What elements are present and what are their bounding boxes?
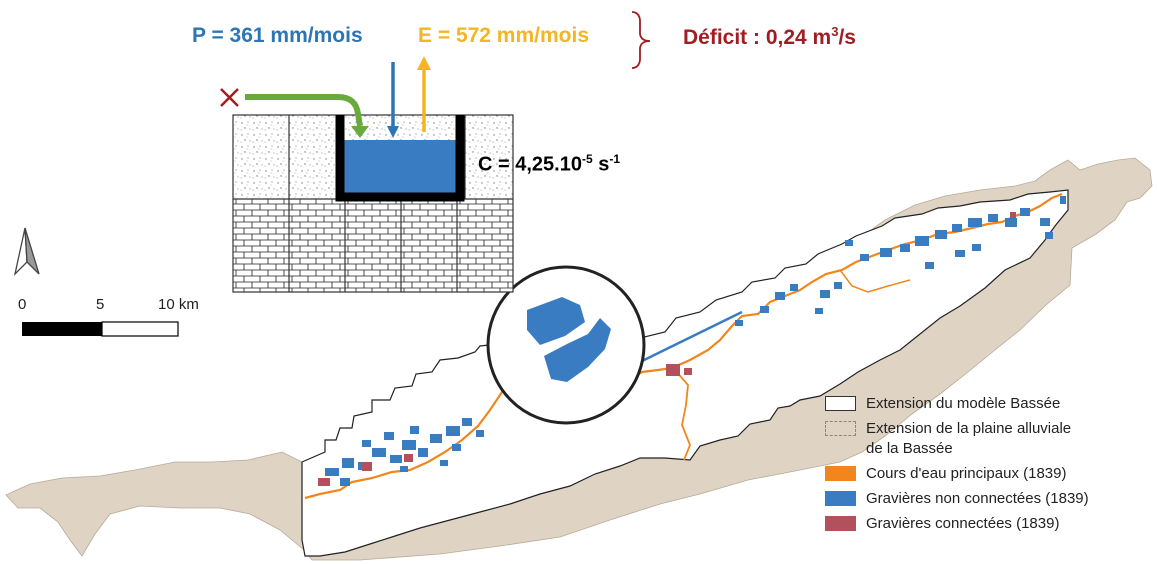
cross-section-diagram: [232, 114, 514, 293]
legend-swatch: [825, 516, 856, 531]
legend-label: Gravières connectées (1839): [866, 515, 1060, 532]
gravel-pits-connected: [318, 212, 1016, 486]
legend-item-river: Cours d'eau principaux (1839): [825, 464, 1155, 484]
legend-swatch: [825, 396, 856, 411]
conductance-exponent: -5: [581, 152, 593, 166]
legend-item-alluvial-plain: Extension de la plaine alluviale de la B…: [825, 419, 1155, 459]
legend-swatch: [825, 491, 856, 506]
gravel-pits-non-connected: [325, 196, 1066, 486]
legend-item-gravel-connected: Gravières connectées (1839): [825, 514, 1155, 534]
legend-swatch: [825, 466, 856, 481]
precipitation-label: P = 361 mm/mois: [192, 24, 363, 47]
deficit-brace: [631, 11, 651, 69]
evaporation-label: E = 572 mm/mois: [418, 24, 590, 47]
deficit-exponent: 3: [831, 24, 839, 39]
scale-bar: [22, 321, 179, 337]
zoom-inset: [486, 265, 646, 425]
scale-tick-10: 10 km: [158, 296, 199, 313]
legend-label: Extension de la plaine alluviale de la B…: [866, 420, 1072, 457]
river-network: [304, 192, 1063, 500]
north-arrow-icon: [13, 227, 40, 277]
scale-tick-5: 5: [96, 296, 105, 313]
gravel-pit-line: [639, 310, 743, 364]
flux-arrows: [220, 11, 651, 138]
legend-label: Cours d'eau principaux (1839): [866, 465, 1067, 482]
cross-icon: [220, 88, 239, 107]
map-legend: Extension du modèle Bassée Extension de …: [825, 394, 1155, 539]
conductance-value: C = 4,25.10: [478, 153, 582, 176]
inflow-arrow: [245, 94, 363, 127]
conductance-unit-exponent: -1: [609, 152, 620, 166]
legend-item-gravel-non-connected: Gravières non connectées (1839): [825, 489, 1155, 509]
conductance-label: C = 4,25.10-5 s-1: [478, 152, 620, 177]
deficit-unit: /s: [838, 26, 856, 49]
legend-swatch: [825, 421, 856, 436]
legend-label: Extension du modèle Bassée: [866, 395, 1061, 412]
legend-item-model-extension: Extension du modèle Bassée: [825, 394, 1155, 414]
deficit-value: Déficit : 0,24 m: [683, 26, 832, 49]
scale-tick-0: 0: [18, 296, 27, 313]
conductance-unit: s: [592, 153, 610, 176]
deficit-label: Déficit : 0,24 m3/s: [683, 24, 856, 50]
legend-label: Gravières non connectées (1839): [866, 490, 1089, 507]
